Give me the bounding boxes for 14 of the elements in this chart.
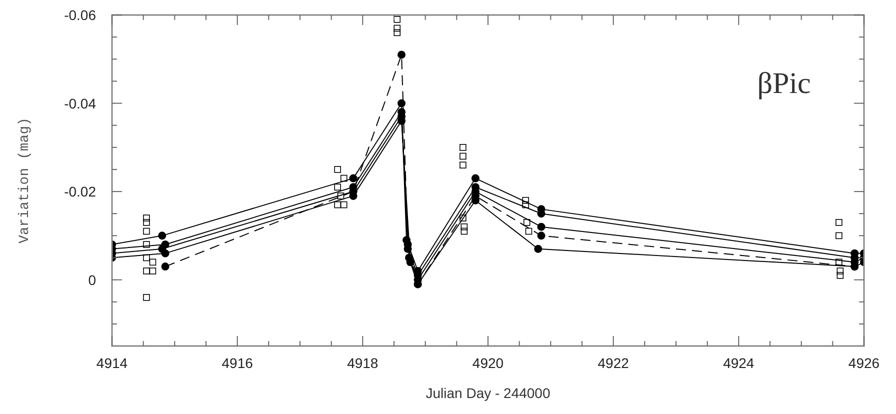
- x-tick-label: 4916: [222, 355, 254, 371]
- y-axis-title: Variation (mag): [17, 117, 33, 244]
- y-tick-label: -0.02: [64, 184, 96, 200]
- x-tick-label: 4914: [96, 355, 128, 371]
- y-tick-label: -0.06: [64, 7, 96, 23]
- x-tick-label: 4918: [347, 355, 378, 371]
- annotation: βPic: [757, 67, 811, 100]
- y-tick-label: -0.04: [64, 95, 96, 112]
- x-tick-label: 4922: [598, 355, 630, 371]
- x-axis-title: Julian Day - 244000: [426, 385, 550, 401]
- x-tick-label: 4924: [723, 355, 754, 371]
- y-tick-label: 0: [88, 272, 96, 288]
- x-tick-label: 4920: [472, 355, 504, 371]
- x-tick-label: 4926: [848, 355, 880, 371]
